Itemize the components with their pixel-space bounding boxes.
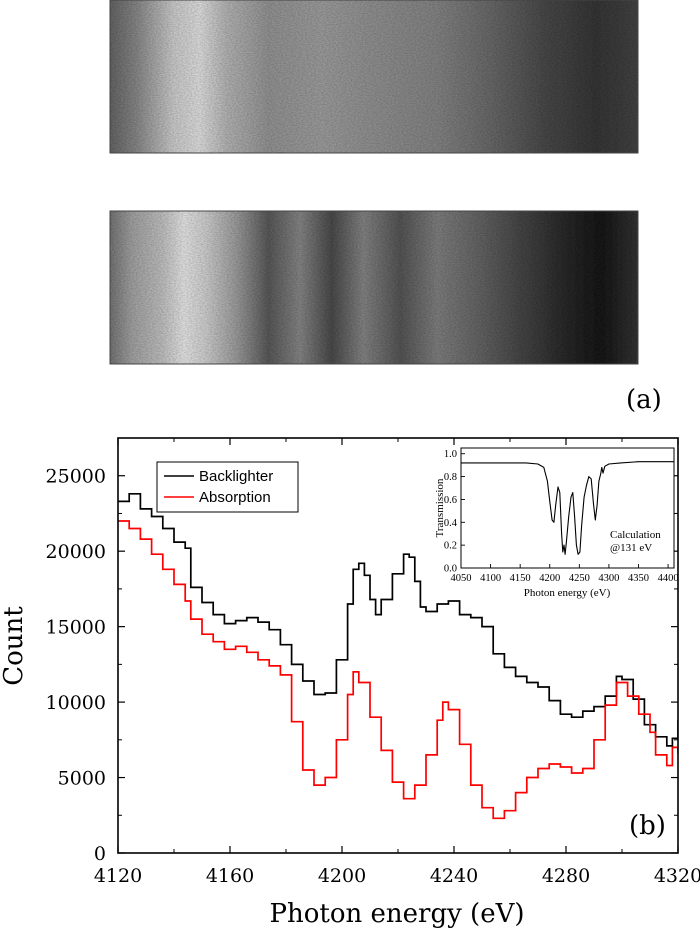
inset-x-axis-title: Photon energy (eV) bbox=[524, 587, 611, 599]
y-tick-label: 5000 bbox=[58, 768, 106, 790]
inset-x-tick-label: 4350 bbox=[628, 573, 649, 584]
y-tick-label: 0 bbox=[94, 843, 106, 865]
series-line-backlighter bbox=[118, 492, 678, 747]
panel-label-a: (a) bbox=[626, 385, 662, 415]
inset-x-ticks: 4050 4100 4150 4200 4250 4300 4350 4400 bbox=[451, 564, 679, 584]
inset-x-tick-label: 4400 bbox=[658, 573, 679, 584]
inset-y-tick-label: 0.6 bbox=[444, 495, 457, 506]
panel-label-b: (b) bbox=[629, 811, 666, 841]
inset-x-tick-label: 4200 bbox=[539, 573, 560, 584]
y-tick-label: 25000 bbox=[46, 466, 106, 488]
inset-y-ticks: 0.0 0.2 0.4 0.6 0.8 1.0 bbox=[444, 449, 465, 575]
inset-x-tick-label: 4050 bbox=[451, 573, 472, 584]
main-y-ticks: 0 5000 10000 15000 20000 25000 bbox=[46, 466, 678, 865]
inset-x-tick-label: 4250 bbox=[569, 573, 590, 584]
legend-label-absorption: Absorption bbox=[199, 489, 271, 506]
inset-y-tick-label: 1.0 bbox=[444, 449, 457, 460]
inset-series-line bbox=[461, 461, 674, 555]
x-tick-label: 4200 bbox=[318, 865, 366, 887]
inset-background bbox=[461, 448, 674, 568]
inset-y-axis-title: Transmission bbox=[434, 478, 446, 537]
legend: Backlighter Absorption bbox=[156, 461, 299, 513]
panel-a: (a) bbox=[109, 0, 662, 415]
backlighter-spectrum-image bbox=[109, 0, 639, 154]
main-x-ticks: 4120 4160 4200 4240 4280 4320 bbox=[94, 438, 700, 887]
series-line-absorption bbox=[118, 520, 678, 820]
main-chart: 0 5000 10000 15000 20000 25000 4120 4160 4200 42… bbox=[0, 437, 700, 929]
x-tick-label: 4120 bbox=[94, 865, 142, 887]
y-axis-title: Count bbox=[0, 606, 29, 686]
y-tick-label: 20000 bbox=[46, 541, 106, 563]
x-tick-label: 4240 bbox=[430, 865, 478, 887]
x-axis-title: Photon energy (eV) bbox=[270, 899, 525, 929]
inset-y-tick-label: 0.4 bbox=[444, 518, 458, 529]
inset-plot-frame bbox=[460, 447, 675, 569]
inset-y-tick-label: 0.8 bbox=[444, 472, 457, 483]
y-tick-label: 10000 bbox=[46, 692, 106, 714]
main-series-lines bbox=[118, 492, 678, 820]
inset-x-tick-label: 4150 bbox=[510, 573, 531, 584]
legend-box bbox=[156, 461, 299, 513]
y-tick-label: 15000 bbox=[46, 617, 106, 639]
inset-annotation-line-2: @131 eV bbox=[610, 542, 652, 554]
inset-y-tick-label: 0.0 bbox=[444, 564, 457, 575]
x-tick-label: 4280 bbox=[542, 865, 590, 887]
legend-label-backlighter: Backlighter bbox=[199, 468, 273, 485]
inset-x-tick-label: 4100 bbox=[480, 573, 501, 584]
x-tick-label: 4320 bbox=[654, 865, 700, 887]
inset-transmission-line bbox=[461, 461, 674, 555]
x-tick-label: 4160 bbox=[206, 865, 254, 887]
inset-chart: 0.00.20.40.60.81.0 4050 4100 4150 4200 4250 4… bbox=[434, 447, 679, 599]
inset-x-tick-label: 4300 bbox=[598, 573, 619, 584]
absorption-spectrum-image bbox=[109, 210, 639, 365]
inset-annotation-line-1: Calculation bbox=[610, 529, 661, 541]
inset-y-tick-label: 0.2 bbox=[444, 541, 457, 552]
